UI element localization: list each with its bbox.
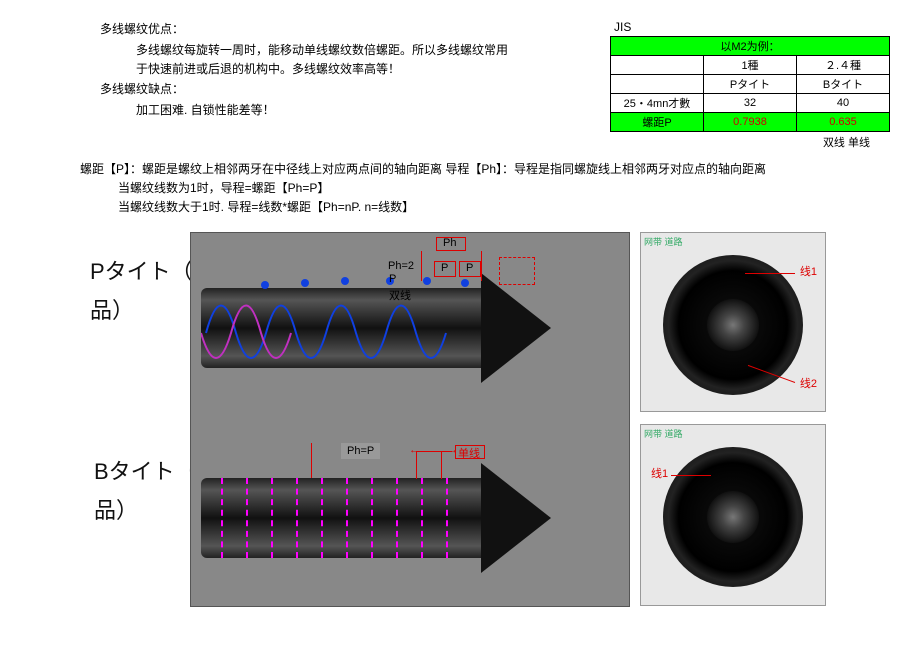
xian2-label: 线2	[800, 375, 817, 391]
thread-line	[271, 478, 273, 558]
pitch-label: 螺距P	[611, 113, 704, 132]
blue-dot-icon	[341, 277, 349, 285]
photo-code-2: 网带 道路	[644, 427, 683, 440]
arrow-left: ←	[409, 444, 420, 456]
screw-head-photo-2: 网带 道路 线1	[640, 424, 826, 606]
ph-eq-p-box: Ph=P	[341, 443, 380, 459]
thread-line	[421, 478, 423, 558]
thread-line	[321, 478, 323, 558]
annot-line-3	[671, 475, 711, 476]
advantage-line2: 于快速前进或后退的机构中。多线螺纹效率高等！	[100, 60, 560, 79]
col-1: 1種	[704, 56, 797, 75]
mid-line3: 当螺纹线数大于1时. 导程=线数*螺距【Ph=nP. n=线数】	[80, 198, 890, 217]
screw-b-shaft	[201, 478, 481, 558]
mid-line2: 当螺纹线数为1时，导程=螺距【Ph=P】	[80, 179, 890, 198]
example-header: 以M2为例：	[611, 37, 890, 56]
table-footer: 双线 单线	[610, 134, 890, 150]
advantage-line1: 多线螺纹每旋转一周时，能移动单线螺纹数倍螺距。所以多线螺纹常用	[100, 41, 560, 60]
ptype-cell: Pタイト	[704, 75, 797, 94]
teeth-label: 25・4mn才數	[611, 94, 704, 113]
thread-line	[371, 478, 373, 558]
blue-dot-icon	[461, 279, 469, 287]
blue-dot-icon	[423, 277, 431, 285]
thread-line	[396, 478, 398, 558]
empty-cell	[611, 56, 704, 75]
advantage-header: 多线螺纹优点：	[100, 20, 560, 39]
dim-line	[311, 443, 312, 478]
photo-code-1: 网带 道路	[644, 235, 683, 248]
annot-line-1	[745, 273, 795, 274]
thread-curves-p	[201, 273, 501, 383]
p-label: P	[387, 273, 398, 285]
p-text-2: P	[464, 262, 475, 274]
screw-b-head	[481, 463, 551, 573]
disadvantage-line1: 加工困难. 自锁性能差等！	[100, 101, 560, 120]
jis-table-block: JIS 以M2为例： 1種 ２.４種 Pタイト Bタイト 25・4mn才數 32…	[610, 20, 890, 150]
thread-line	[221, 478, 223, 558]
dashed-box	[499, 257, 535, 285]
single-label: 单线	[458, 445, 480, 461]
blue-dot-icon	[261, 281, 269, 289]
xian1-label: 线1	[800, 263, 817, 279]
left-text-block: 多线螺纹优点： 多线螺纹每旋转一周时，能移动单线螺纹数倍螺距。所以多线螺纹常用 …	[100, 20, 560, 150]
arrow-right: →	[447, 444, 458, 456]
thread-line	[296, 478, 298, 558]
mid-text-block: 螺距【P】：螺距是螺纹上相邻两牙在中径线上对应两点间的轴向距离 导程【Ph】：导…	[0, 150, 920, 222]
col-2: ２.４種	[797, 56, 890, 75]
jis-label: JIS	[610, 20, 890, 34]
p-text-1: P	[439, 262, 450, 274]
ph-eq-2p: Ph=2	[386, 260, 416, 272]
screw-head-photo-1: 网带 道路 线1 线2	[640, 232, 826, 412]
thread-line	[446, 478, 448, 558]
dim-line	[441, 451, 442, 479]
pitch-1: 0.7938	[704, 113, 797, 132]
pitch-2: 0.635	[797, 113, 890, 132]
teeth-1: 32	[704, 94, 797, 113]
screw-head-2	[663, 447, 803, 587]
ph-text: Ph	[441, 237, 458, 249]
mid-line1: 螺距【P】：螺距是螺纹上相邻两牙在中径线上对应两点间的轴向距离 导程【Ph】：导…	[80, 160, 890, 179]
jis-table: 以M2为例： 1種 ２.４種 Pタイト Bタイト 25・4mn才數 32 40 …	[610, 36, 890, 132]
xian1-label-2: 线1	[651, 465, 668, 481]
thread-line	[246, 478, 248, 558]
empty-cell	[611, 75, 704, 94]
dim-line	[481, 251, 482, 281]
dim-line	[421, 251, 422, 281]
disadvantage-header: 多线螺纹缺点：	[100, 80, 560, 99]
figure-area: Pタイト（サカヱ 品） Bタイト（入荷 品） Ph P P Ph=2 P	[80, 232, 840, 632]
screw-side-photo: Ph P P Ph=2 P 双线 Ph=P 单线 ← →	[190, 232, 630, 607]
blue-dot-icon	[301, 279, 309, 287]
screw-head-1	[663, 255, 803, 395]
btype-cell: Bタイト	[797, 75, 890, 94]
teeth-2: 40	[797, 94, 890, 113]
double-label: 双线	[387, 287, 413, 303]
dim-line	[416, 451, 417, 479]
thread-line	[346, 478, 348, 558]
